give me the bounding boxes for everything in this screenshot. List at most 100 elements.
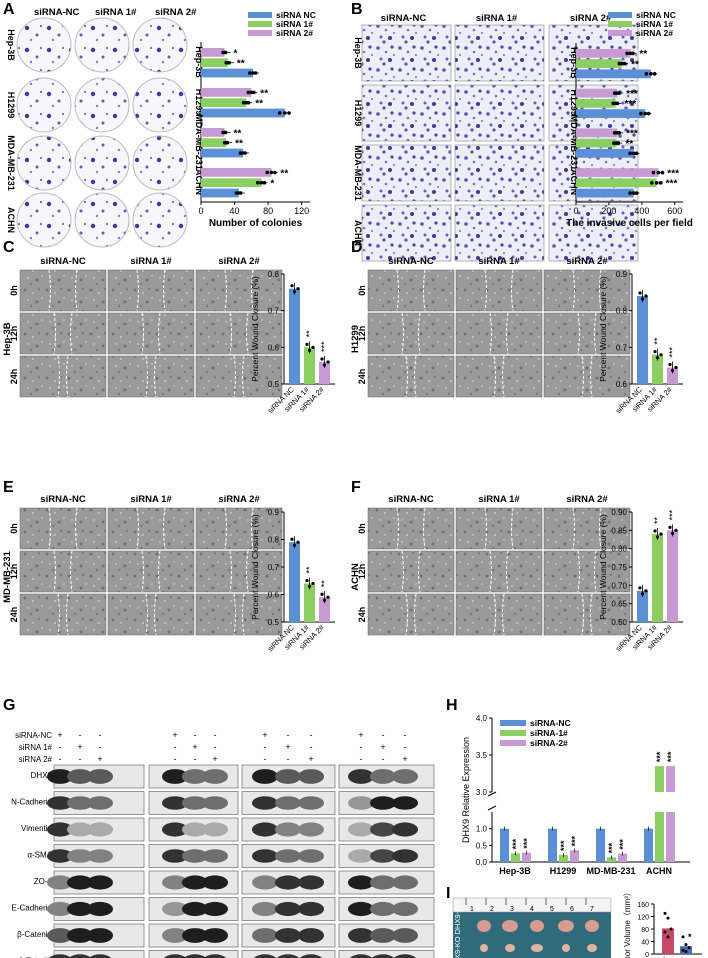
- panel-b-point: [639, 111, 643, 116]
- panel-b-point: [612, 131, 617, 135]
- panel-d-group-label: siRNA-NC: [388, 256, 434, 267]
- panel-f-y-tick-label: 0.85: [611, 526, 627, 535]
- panel-g-band: [348, 796, 374, 810]
- panel-i-ruler-number: 4: [530, 906, 534, 913]
- panel-c-wound-edge: [233, 355, 236, 398]
- panel-g-band: [47, 796, 73, 810]
- panel-f-time-label: 12h: [357, 564, 367, 580]
- panel-h-star: ***: [607, 842, 617, 853]
- panel-f-wound-edge: [594, 550, 597, 593]
- panel-h-star: ***: [522, 838, 532, 849]
- panel-g-sign: -: [79, 754, 82, 764]
- panel-g-band: [202, 928, 228, 943]
- panel-g-band: [202, 796, 228, 810]
- panel-f-wound-image: [367, 550, 455, 593]
- panel-g-sign: -: [194, 730, 197, 740]
- panel-e-time-label: 24h: [9, 607, 19, 623]
- panel-i-point: [681, 948, 685, 952]
- panel-g-sign: -: [404, 742, 407, 752]
- colony-dish: [132, 192, 188, 248]
- panel-a-point: [269, 170, 274, 175]
- panel-f-wound-edge: [581, 593, 584, 636]
- panel-e-wound-image: [107, 593, 195, 636]
- panel-a-category-label: Hep-3B: [194, 46, 204, 78]
- panel-g-band: [276, 954, 300, 958]
- panel-a-point: [238, 151, 243, 155]
- panel-g-band: [370, 769, 396, 784]
- panel-b-bar-0: [576, 148, 634, 158]
- panel-g-band: [348, 901, 374, 917]
- panel-f-y-label: Percent Wound Closure (%): [598, 514, 608, 620]
- panel-a-group-label: siRNA 1#: [95, 7, 137, 18]
- panel-g-sign: -: [310, 730, 313, 740]
- panel-h-bar: [500, 828, 509, 862]
- panel-g-protein-label: β-Catenin: [17, 930, 52, 939]
- panel-a-x-tick-label: 80: [263, 206, 273, 216]
- panel-e-group-label: siRNA 2#: [218, 494, 260, 505]
- panel-g-band: [253, 954, 277, 958]
- panel-b-point: [622, 61, 627, 66]
- panel-d-group-label: siRNA 1#: [478, 256, 520, 267]
- panel-h-y-tick-label: 3.0: [476, 788, 488, 797]
- panel-b-legend-label: siRNA 1#: [636, 19, 673, 29]
- colony-dish: [132, 17, 188, 73]
- panel-g-band: [392, 875, 418, 890]
- panel-g-band: [162, 901, 188, 917]
- panel-g-band: [68, 954, 92, 958]
- panel-c-wound-edge: [251, 269, 254, 312]
- panel-h-category-label: ACHN: [646, 866, 672, 876]
- panel-h-star: ***: [618, 839, 628, 850]
- panel-f-time-label: 24h: [357, 607, 367, 623]
- panel-f-wound-edge: [511, 507, 514, 550]
- panel-b-x-tick-label: 600: [667, 206, 682, 216]
- panel-h-bar: [559, 855, 568, 862]
- colony-dish: [16, 77, 72, 133]
- panel-c-wound-edge: [75, 269, 78, 312]
- panel-a-point: [223, 50, 228, 55]
- panel-g-band: [87, 875, 113, 890]
- panel-b-legend-label: siRNA NC: [636, 10, 676, 20]
- panel-c-y-label: Percent Wound Closure (%): [250, 276, 260, 382]
- panel-e-point: [296, 540, 300, 544]
- panel-g-blot-frame: [241, 950, 336, 958]
- panel-g-sign: +: [380, 742, 385, 752]
- panel-c-point: [292, 290, 297, 294]
- panel-a-star: **: [235, 139, 243, 150]
- panel-e-bar: [319, 597, 330, 622]
- panel-b-point: [643, 111, 647, 116]
- panel-i-point: [669, 927, 673, 931]
- panel-d-wound-image: [543, 355, 631, 398]
- panel-f-wound-edge: [572, 507, 575, 550]
- panel-g-band: [252, 928, 278, 943]
- panel-c-wound-edge: [141, 312, 144, 355]
- panel-h-axis-break: [487, 805, 497, 811]
- panel-c-point: [322, 363, 327, 367]
- panel-h-bar: [511, 853, 520, 862]
- panel-g-sign: -: [59, 754, 62, 764]
- panel-a-category-label: MDA-MB-231: [194, 114, 204, 170]
- panel-e-wound-edge: [75, 507, 78, 550]
- panel-g-sign: -: [174, 742, 177, 752]
- panel-g-sign: +: [172, 730, 177, 740]
- panel-h-legend-label: siRNA-2#: [530, 738, 568, 748]
- panel-e-y-tick-label: 0.9: [268, 508, 280, 517]
- panel-g-band: [392, 849, 418, 863]
- panel-f-wound-edge: [414, 593, 417, 636]
- panel-e-point: [311, 581, 315, 586]
- panel-d-wound-edge: [581, 355, 584, 398]
- panel-e-wound-edge: [66, 593, 69, 636]
- panel-b-point: [652, 72, 657, 76]
- panel-g-sign: -: [79, 730, 82, 740]
- panel-c-bar: [319, 362, 330, 384]
- panel-b-point: [616, 141, 621, 145]
- panel-i-tumor-ko: [531, 944, 543, 952]
- panel-f-wound-edge: [489, 550, 492, 593]
- panel-b-bar-2: [576, 128, 618, 138]
- panel-g-sign: -: [264, 754, 267, 764]
- panel-a-bar-2: [201, 48, 225, 57]
- panel-g-band: [47, 769, 73, 784]
- panel-a-point: [262, 180, 267, 185]
- panel-a-point: [249, 90, 254, 95]
- panel-f-wound-image: [455, 507, 543, 550]
- panel-g-band: [162, 796, 188, 810]
